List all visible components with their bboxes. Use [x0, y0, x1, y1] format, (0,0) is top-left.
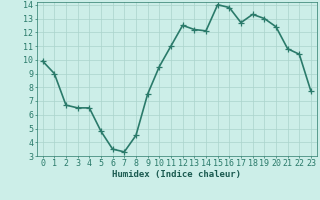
- X-axis label: Humidex (Indice chaleur): Humidex (Indice chaleur): [112, 170, 241, 179]
